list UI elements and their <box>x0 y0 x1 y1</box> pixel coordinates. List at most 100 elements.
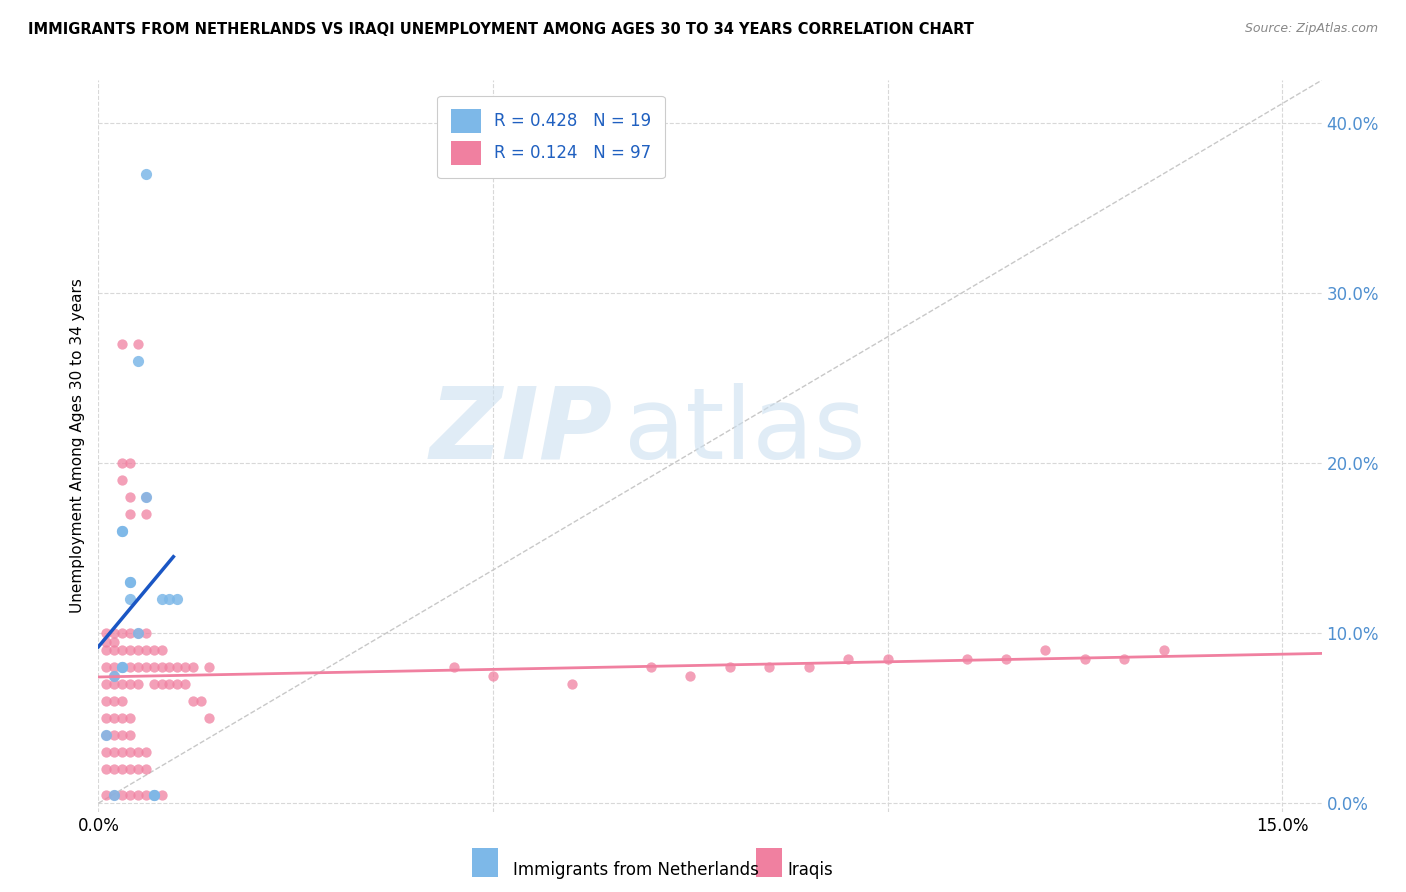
Point <box>96 711 118 725</box>
Point <box>135 507 157 521</box>
Point <box>150 788 173 802</box>
Point <box>955 651 977 665</box>
Point <box>118 575 141 590</box>
Text: IMMIGRANTS FROM NETHERLANDS VS IRAQI UNEMPLOYMENT AMONG AGES 30 TO 34 YEARS CORR: IMMIGRANTS FROM NETHERLANDS VS IRAQI UNE… <box>28 22 974 37</box>
Point <box>103 668 125 682</box>
Point <box>127 660 149 674</box>
Point <box>142 660 165 674</box>
Point <box>166 677 188 691</box>
Point <box>135 490 157 504</box>
Point <box>103 677 125 691</box>
Bar <box>472 848 498 877</box>
Point <box>118 728 141 742</box>
Point <box>118 456 141 470</box>
Point <box>103 788 125 802</box>
Point <box>150 660 173 674</box>
Point <box>876 651 898 665</box>
Point <box>718 660 741 674</box>
Point <box>118 490 141 504</box>
Point <box>127 677 149 691</box>
Point <box>96 788 118 802</box>
Point <box>127 745 149 759</box>
Point <box>118 677 141 691</box>
Point <box>150 643 173 657</box>
Point <box>135 788 157 802</box>
Point <box>96 745 118 759</box>
Point <box>118 643 141 657</box>
Point <box>103 728 125 742</box>
Point <box>127 762 149 776</box>
Point <box>111 524 134 538</box>
Point <box>135 490 157 504</box>
Point <box>166 660 188 674</box>
Point <box>118 592 141 607</box>
Point <box>118 575 141 590</box>
Point <box>111 677 134 691</box>
Point <box>111 788 134 802</box>
Point <box>127 788 149 802</box>
Point <box>96 660 118 674</box>
Point <box>103 745 125 759</box>
Text: Iraqis: Iraqis <box>787 861 834 879</box>
Point <box>142 643 165 657</box>
Y-axis label: Unemployment Among Ages 30 to 34 years: Unemployment Among Ages 30 to 34 years <box>69 278 84 614</box>
Point <box>103 634 125 648</box>
Point <box>96 694 118 708</box>
Text: Source: ZipAtlas.com: Source: ZipAtlas.com <box>1244 22 1378 36</box>
Point <box>135 660 157 674</box>
Bar <box>756 848 782 877</box>
Point <box>111 660 134 674</box>
Point <box>142 788 165 802</box>
Point <box>127 643 149 657</box>
Point <box>111 660 134 674</box>
Point <box>111 745 134 759</box>
Text: ZIP: ZIP <box>429 383 612 480</box>
Point <box>96 728 118 742</box>
Point <box>174 677 197 691</box>
Point <box>111 626 134 640</box>
Point <box>111 728 134 742</box>
Point <box>443 660 465 674</box>
Point <box>103 711 125 725</box>
Point <box>111 473 134 487</box>
Point <box>96 643 118 657</box>
Point <box>103 762 125 776</box>
Point <box>127 337 149 351</box>
Point <box>135 626 157 640</box>
Point <box>1035 643 1057 657</box>
Point <box>96 762 118 776</box>
Point <box>135 643 157 657</box>
Point <box>135 762 157 776</box>
Point <box>561 677 583 691</box>
Point <box>111 694 134 708</box>
Point <box>797 660 820 674</box>
Point <box>118 762 141 776</box>
Point <box>127 354 149 368</box>
Point <box>135 745 157 759</box>
Point <box>142 788 165 802</box>
Point <box>96 677 118 691</box>
Point <box>111 711 134 725</box>
Point <box>111 660 134 674</box>
Point <box>118 507 141 521</box>
Point <box>159 592 181 607</box>
Point <box>190 694 212 708</box>
Point <box>103 626 125 640</box>
Point <box>118 788 141 802</box>
Point <box>96 626 118 640</box>
Point <box>640 660 662 674</box>
Point <box>758 660 780 674</box>
Point <box>994 651 1017 665</box>
Point <box>103 788 125 802</box>
Point <box>679 668 702 682</box>
Text: Immigrants from Netherlands: Immigrants from Netherlands <box>513 861 759 879</box>
Point <box>1074 651 1097 665</box>
Point <box>111 456 134 470</box>
Point <box>135 167 157 181</box>
Point <box>142 677 165 691</box>
Point <box>198 711 221 725</box>
Point <box>1114 651 1136 665</box>
Text: atlas: atlas <box>624 383 866 480</box>
Point <box>181 694 204 708</box>
Point <box>837 651 859 665</box>
